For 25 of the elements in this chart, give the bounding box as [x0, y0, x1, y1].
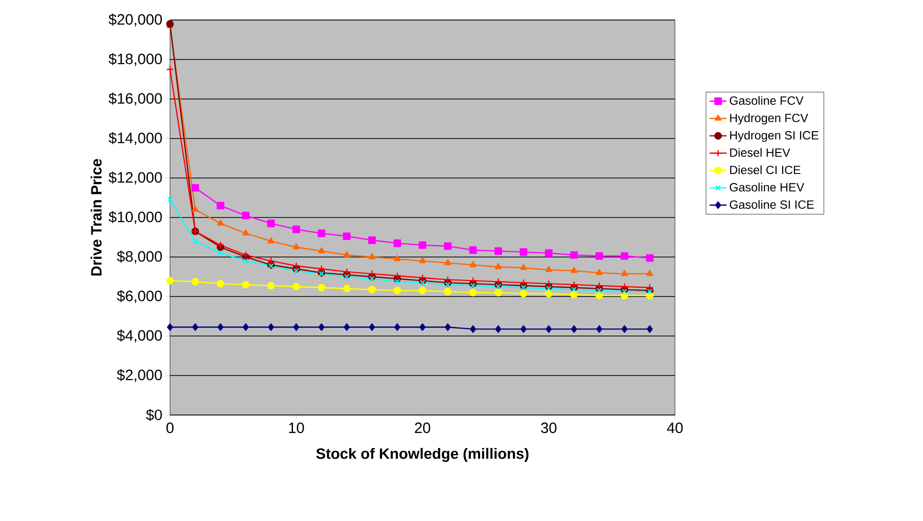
- y-tick-label: $20,000: [108, 14, 162, 26]
- x-axis-title: Stock of Knowledge (millions): [316, 448, 528, 462]
- y-tick-label: $14,000: [108, 132, 162, 145]
- y-tick-label: $4,000: [116, 330, 162, 342]
- y-tick-label: $12,000: [108, 172, 162, 184]
- y-axis-title: Drive Train Price: [90, 159, 102, 276]
- legend-label: Gasoline HEV: [730, 182, 804, 192]
- y-tick-label: $8,000: [116, 250, 162, 264]
- y-tick-label: $16,000: [108, 92, 162, 106]
- legend-label: Hydrogen SI ICE: [730, 130, 818, 142]
- x-tick-label: 40: [667, 422, 683, 434]
- legend-label: Diesel CI ICE: [730, 165, 800, 174]
- x-tick-label: 30: [541, 422, 556, 434]
- y-tick-label: $2,000: [116, 369, 162, 382]
- legend-label: Diesel HEV: [730, 148, 790, 157]
- legend-label: Gasoline SI ICE: [730, 200, 814, 209]
- x-tick-label: 10: [289, 422, 304, 434]
- y-tick-label: $0: [146, 408, 162, 422]
- legend-label: Hydrogen FCV: [730, 113, 808, 125]
- x-tick-label: 20: [414, 422, 430, 434]
- y-tick-label: $6,000: [116, 290, 162, 303]
- y-tick-label: $18,000: [108, 53, 162, 66]
- y-tick-label: $10,000: [108, 211, 162, 224]
- x-tick-label: 0: [166, 422, 174, 434]
- legend-label: Gasoline FCV: [730, 96, 804, 105]
